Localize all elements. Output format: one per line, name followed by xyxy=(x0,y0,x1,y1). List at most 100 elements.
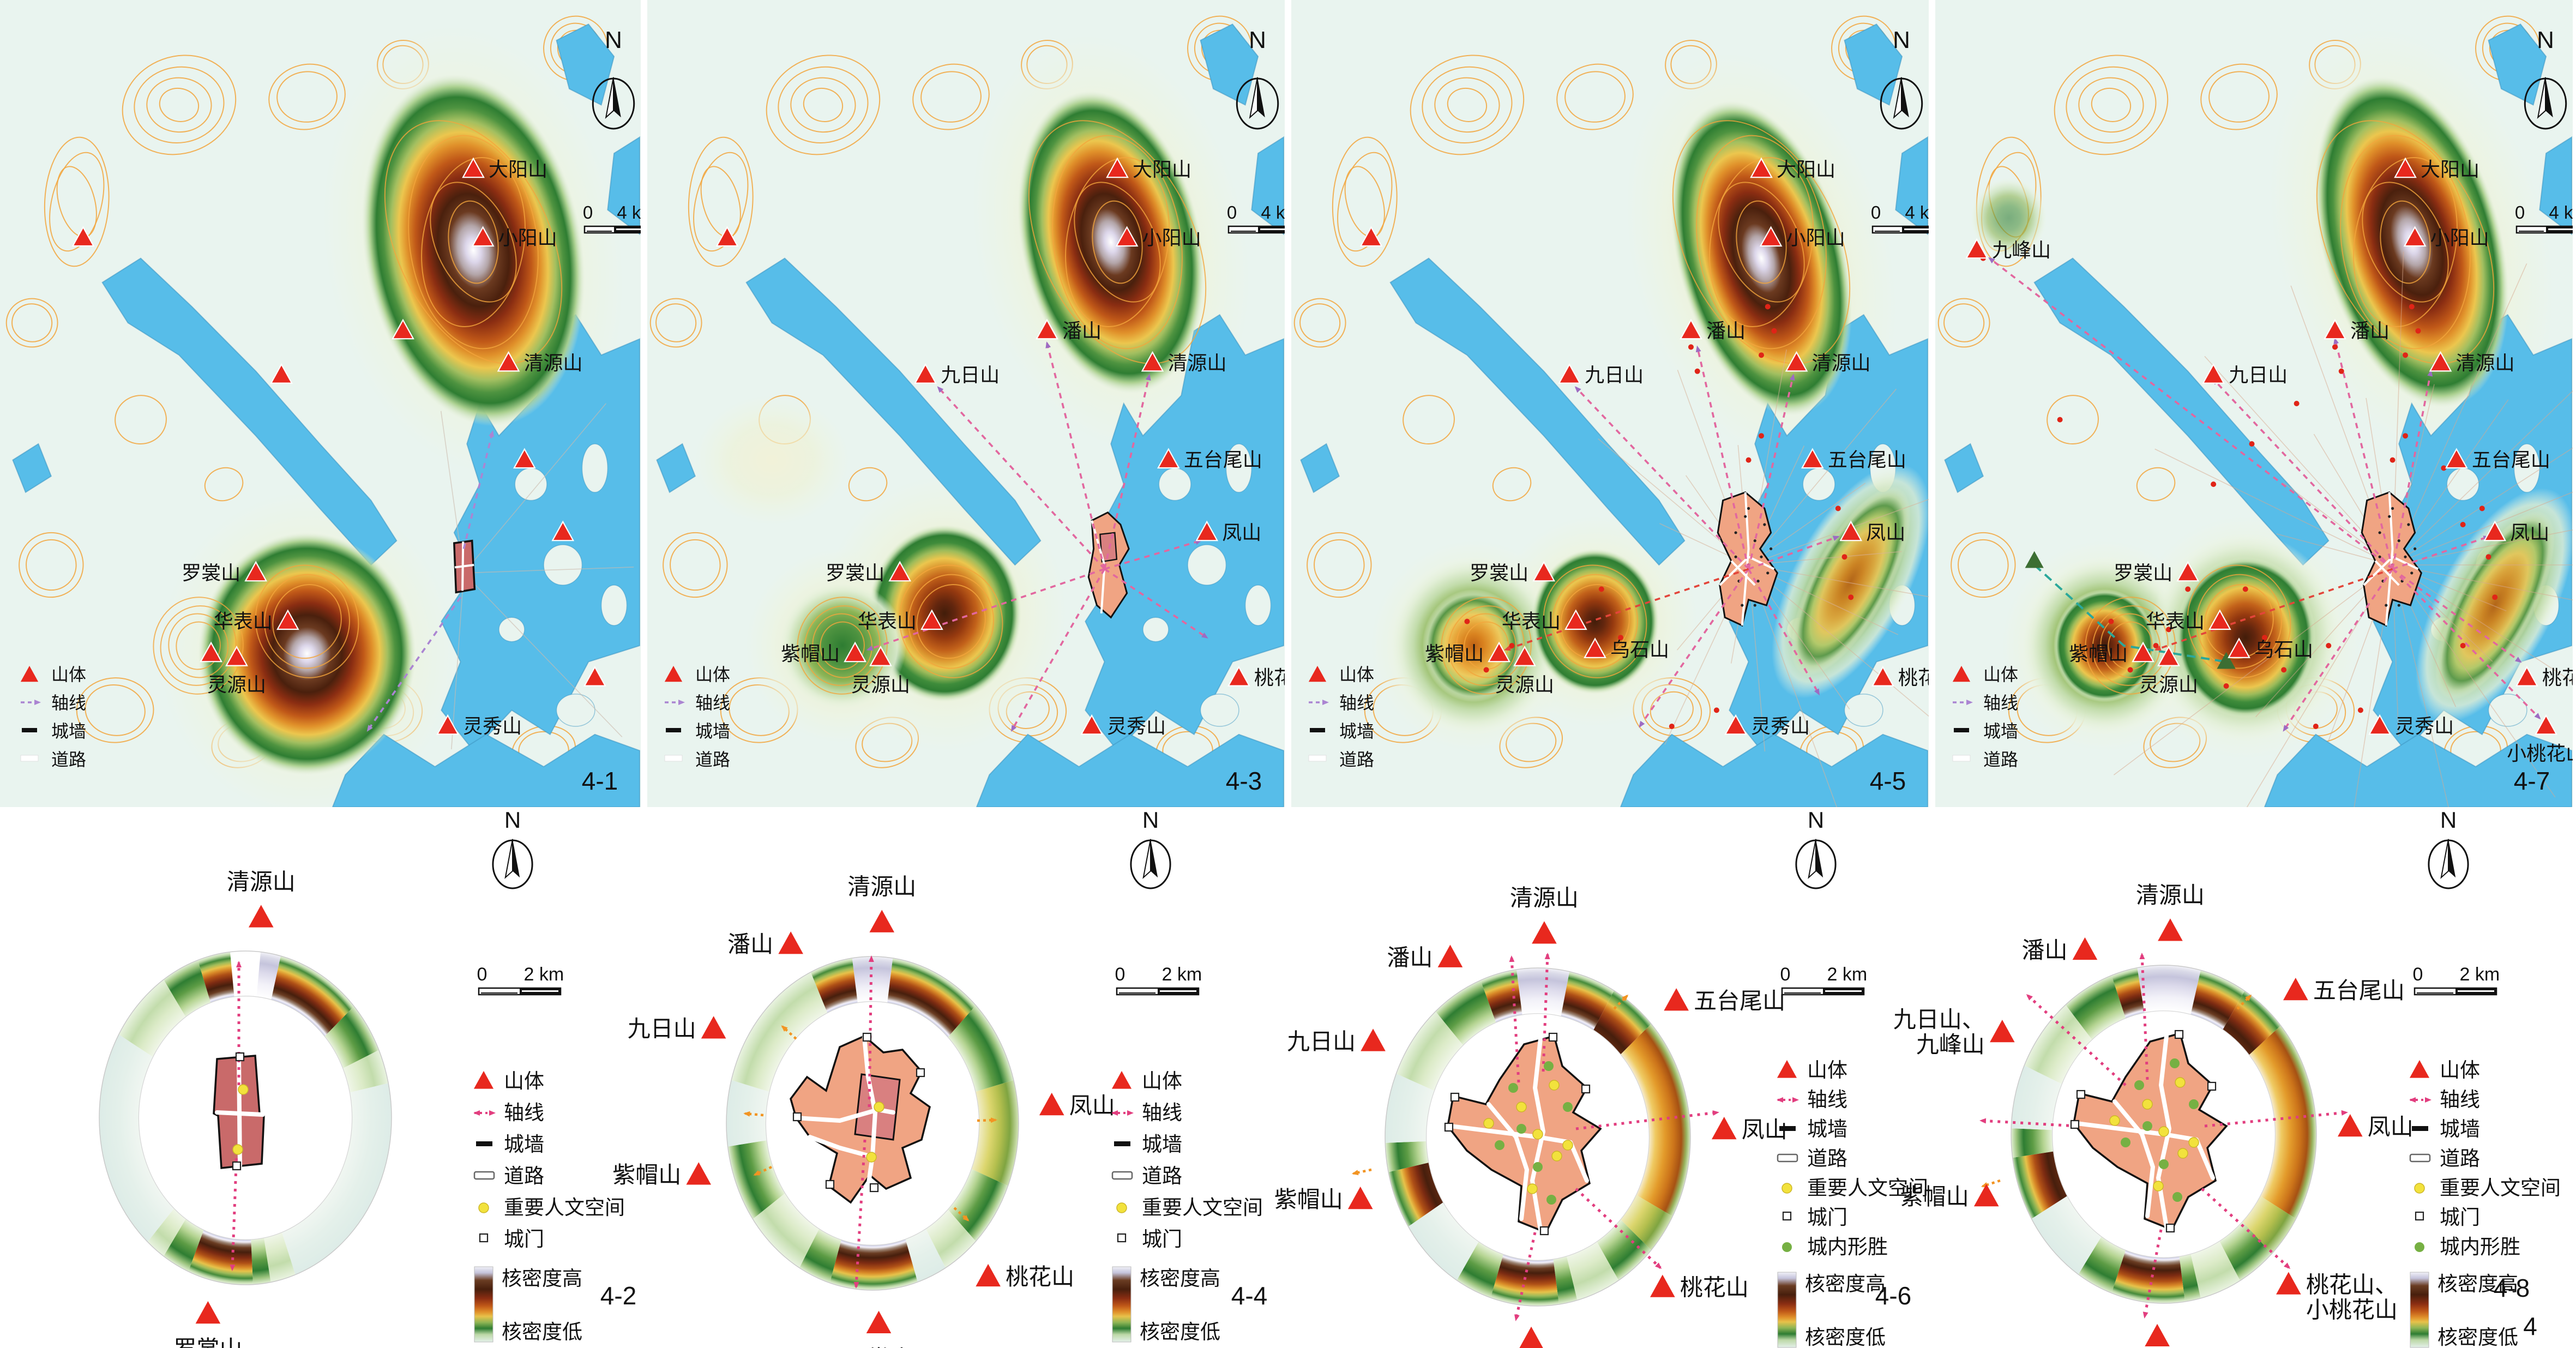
city-road xyxy=(2385,492,2394,626)
mountain-icon xyxy=(1513,645,1536,666)
mountain-label: 潘山 xyxy=(1062,320,1102,342)
red-dot xyxy=(1617,635,1623,641)
red-dot xyxy=(2223,683,2229,689)
mountain-icon xyxy=(686,1162,712,1185)
red-dot xyxy=(2460,522,2466,527)
mountain-label: 九日山、九峰山 xyxy=(1893,1007,1985,1057)
axis-teal xyxy=(2033,564,2226,663)
panel-number: 4-5 xyxy=(1870,767,1906,795)
scalebar-distance: 4 km xyxy=(1905,202,1944,222)
mountain-icon xyxy=(225,645,248,666)
scenic-spot-dot xyxy=(1544,1061,1554,1071)
compass-needle xyxy=(1901,77,1909,118)
green-mountain-icon xyxy=(2025,551,2044,568)
density-ring-sector xyxy=(925,1209,976,1268)
mountain-label: 小阳山 xyxy=(2430,227,2489,249)
mountain-icon xyxy=(551,520,575,541)
mountain-label: 潘山 xyxy=(1706,320,1746,342)
water-body xyxy=(1389,257,1686,566)
density-ring-sector xyxy=(2190,1241,2240,1298)
mountain-icon xyxy=(1584,637,1606,658)
density-ring-sector xyxy=(2111,967,2145,1019)
cultural-space-dot xyxy=(1527,1183,1538,1194)
axis-line xyxy=(2139,953,2149,1080)
wall-icon xyxy=(476,1141,492,1146)
red-dot xyxy=(1848,594,1854,600)
panel-number: 4-7 xyxy=(2514,767,2550,795)
road-icon xyxy=(20,755,39,762)
road-icon xyxy=(1308,755,1327,762)
mountain-label: 小阳山 xyxy=(1142,227,1201,249)
red-dot xyxy=(2326,643,2332,648)
mountain-label: 潘山 xyxy=(2021,937,2067,963)
axis-line xyxy=(1509,955,1520,1083)
red-dot xyxy=(1746,457,1752,463)
mountain-icon xyxy=(2132,641,2154,663)
cultural-space-dot xyxy=(1562,1140,1573,1151)
mountain-label: 凤山 xyxy=(2368,1114,2414,1140)
axis-line xyxy=(1574,386,1749,570)
mountain-icon xyxy=(1711,1117,1737,1140)
mountain-label: 灵源山 xyxy=(1495,673,1554,696)
density-ring-sector xyxy=(2111,1250,2185,1304)
city-gate xyxy=(1444,1122,1454,1132)
mountain-label: 九日山 xyxy=(628,1016,696,1042)
mountain-label: 紫帽山 xyxy=(1274,1187,1343,1212)
legend-label: 轴线 xyxy=(695,693,730,713)
mountain-icon xyxy=(1871,665,1894,687)
kernel-density-gradient-bar xyxy=(2410,1272,2429,1348)
legend-label: 城墙 xyxy=(1339,721,1374,741)
mountain-icon xyxy=(1952,666,1971,682)
mountain-label: 灵秀山 xyxy=(463,715,522,737)
compass-n-label: N xyxy=(1142,807,1159,833)
compass-n-label: N xyxy=(1808,807,1824,833)
mountain-label: 桃花山 xyxy=(1898,666,1957,689)
axis-line xyxy=(853,1139,866,1289)
mountain-icon xyxy=(1785,351,1808,372)
red-dot xyxy=(2127,667,2133,673)
axis-line xyxy=(1103,374,1151,569)
density-ring-sector xyxy=(281,1083,392,1275)
legend-label: 道路 xyxy=(1983,750,2018,769)
density-ring-sector xyxy=(1456,1241,1503,1298)
density-ring-sector xyxy=(1490,1254,1559,1306)
kernel-density-blob xyxy=(1670,100,1852,416)
panel-number: 4-3 xyxy=(1226,767,1262,795)
scenic-spot-dot xyxy=(1508,1083,1518,1093)
mountain-icon xyxy=(2324,318,2346,340)
red-dot xyxy=(2403,352,2409,358)
density-ring-sector xyxy=(271,956,354,1037)
cultural-space-dot xyxy=(1551,1151,1562,1162)
axis-line xyxy=(2212,378,2393,570)
city-gate xyxy=(2174,1030,2184,1039)
road-icon xyxy=(1777,1153,1798,1163)
mountain-label: 九日山 xyxy=(2229,364,2288,386)
scalebar-distance: 4 km xyxy=(617,202,656,222)
city-gate xyxy=(235,1052,245,1062)
red-dot xyxy=(2261,635,2267,641)
water-body xyxy=(976,733,1284,807)
mountain-label: 罗裳山 xyxy=(173,1336,242,1348)
water-body xyxy=(745,257,1042,566)
mountain-label: 华表山 xyxy=(858,610,917,633)
mountain-icon xyxy=(2208,609,2231,630)
mountain-label: 潘山 xyxy=(1387,945,1433,971)
compass-n-label: N xyxy=(2440,807,2457,833)
red-dot xyxy=(1759,433,1765,439)
mountain-icon xyxy=(195,1301,221,1324)
axis-line xyxy=(366,597,462,732)
city-road xyxy=(794,1108,895,1123)
red-dot xyxy=(1765,304,1771,310)
scalebar-zero: 0 xyxy=(1115,964,1126,985)
mountain-icon xyxy=(1680,318,1702,340)
axis-line xyxy=(1503,568,1749,651)
mountain-label: 灵秀山 xyxy=(1107,715,1166,737)
city-gate xyxy=(232,1161,242,1171)
mountain-label: 九日山 xyxy=(941,364,1000,386)
wall-icon xyxy=(1114,1141,1130,1146)
legend-label: 城内形胜 xyxy=(1807,1236,1888,1258)
